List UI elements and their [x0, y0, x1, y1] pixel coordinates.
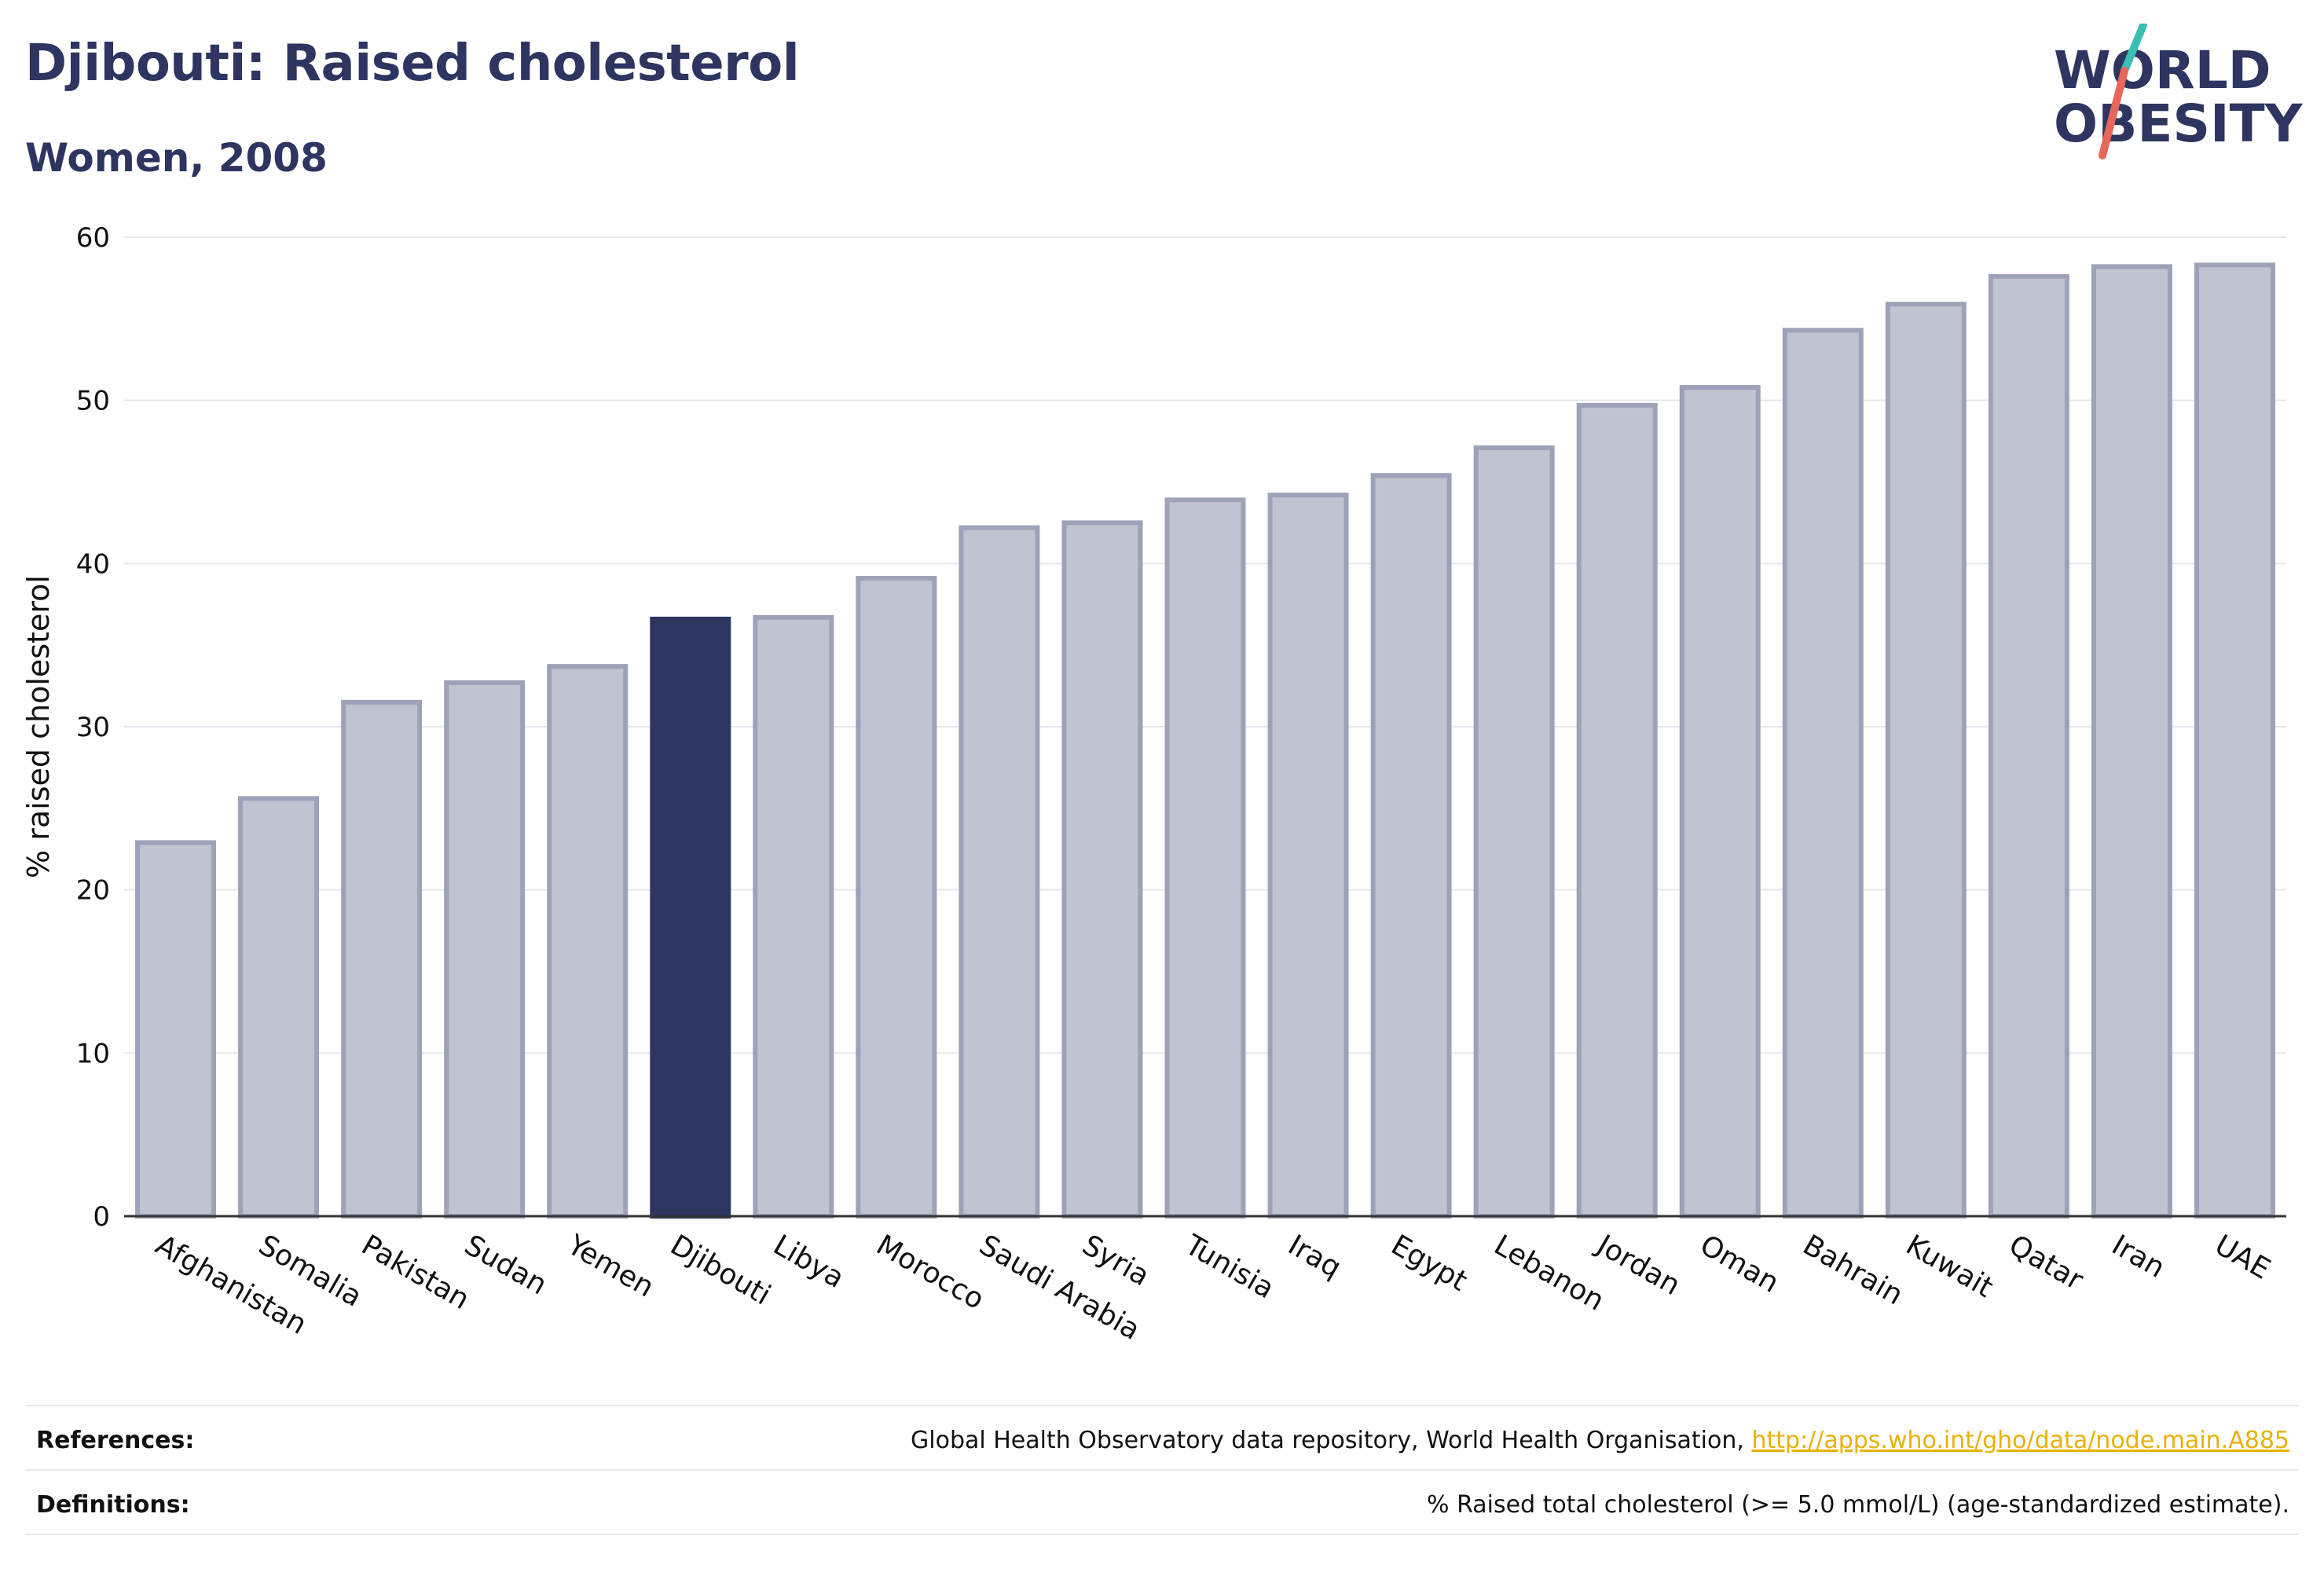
- y-tick-label: 60: [76, 222, 110, 254]
- references-label: References:: [36, 1427, 195, 1454]
- y-tick-label: 40: [76, 548, 110, 580]
- bar-libya: [753, 614, 834, 1219]
- bar-chart: 0 10 20 30 40 50 60 AfghanistanSomaliaPakistan…: [21, 222, 2286, 1347]
- bar-somalia: [238, 796, 320, 1219]
- chart-title: Djibouti: Raised cholesterol: [25, 35, 800, 93]
- x-tick-label: Syria: [1076, 1229, 1154, 1292]
- references-value: Global Health Observatory data repositor…: [911, 1427, 2289, 1454]
- bar-lebanon: [1473, 445, 1555, 1219]
- x-tick-label: Oman: [1695, 1229, 1784, 1299]
- bar-pakistan: [341, 699, 423, 1219]
- y-tick-label: 10: [76, 1038, 110, 1069]
- bar-oman: [1679, 385, 1761, 1219]
- x-tick-label: UAE: [2209, 1229, 2275, 1285]
- y-tick-label: 50: [76, 386, 110, 417]
- bar-uae: [2194, 262, 2275, 1219]
- y-axis-label: % raised cholesterol: [21, 575, 56, 878]
- x-tick-label: Kuwait: [1901, 1229, 1999, 1304]
- bar-kuwait: [1885, 302, 1967, 1219]
- logo-line1: WORLD: [2054, 40, 2271, 101]
- x-tick-label: Bahrain: [1798, 1229, 1908, 1311]
- footer-divider-middle: [25, 1469, 2299, 1471]
- definitions-label: Definitions:: [36, 1491, 190, 1519]
- x-tick-label: Pakistan: [356, 1229, 475, 1316]
- references-text: Global Health Observatory data repositor…: [911, 1427, 1752, 1454]
- logo-slash-coral: [2099, 67, 2128, 159]
- x-tick-label: Djibouti: [665, 1229, 775, 1311]
- x-tick-label: Morocco: [871, 1229, 989, 1316]
- bar-jordan: [1576, 402, 1658, 1219]
- x-tick-label: Libya: [768, 1229, 849, 1295]
- chart-subtitle: Women, 2008: [25, 135, 328, 181]
- references-link[interactable]: http://apps.who.int/gho/data/node.main.A…: [1751, 1427, 2289, 1454]
- y-tick-label: 20: [76, 875, 110, 907]
- x-tick-label: Yemen: [561, 1229, 659, 1304]
- bar-iraq: [1267, 493, 1349, 1219]
- x-tick-label: Lebanon: [1489, 1229, 1610, 1318]
- bar-bahrain: [1782, 328, 1864, 1219]
- bar-saudi-arabia: [959, 525, 1040, 1219]
- y-axis-ticks: 0 10 20 30 40 50 60: [76, 222, 110, 1233]
- bar-syria: [1061, 520, 1143, 1219]
- x-tick-label: Qatar: [2003, 1229, 2088, 1296]
- bar-morocco: [856, 576, 937, 1219]
- bar-yemen: [547, 664, 629, 1219]
- x-tick-label: Iraq: [1283, 1229, 1347, 1285]
- bar-qatar: [1988, 273, 2069, 1219]
- bar-egypt: [1370, 473, 1452, 1219]
- bar-sudan: [444, 680, 526, 1219]
- bar-iran: [2091, 264, 2172, 1219]
- logo-line2: OBESITY: [2054, 93, 2304, 154]
- x-tick-label: Egypt: [1386, 1229, 1472, 1297]
- y-tick-label: 30: [76, 712, 110, 743]
- bar-djibouti: [650, 616, 731, 1219]
- x-tick-label: Iran: [2106, 1229, 2170, 1285]
- bar-afghanistan: [135, 840, 217, 1219]
- world-obesity-logo: WORLD OBESITY: [2054, 24, 2304, 159]
- bars: [135, 262, 2275, 1219]
- y-tick-label: 0: [93, 1201, 110, 1233]
- footer-divider-top: [25, 1405, 2299, 1406]
- x-tick-label: Tunisia: [1179, 1229, 1280, 1305]
- footer-divider-bottom: [25, 1534, 2299, 1535]
- bar-tunisia: [1164, 497, 1246, 1219]
- logo-slash-teal: [2121, 24, 2147, 75]
- definitions-value: % Raised total cholesterol (>= 5.0 mmol/…: [1427, 1491, 2289, 1519]
